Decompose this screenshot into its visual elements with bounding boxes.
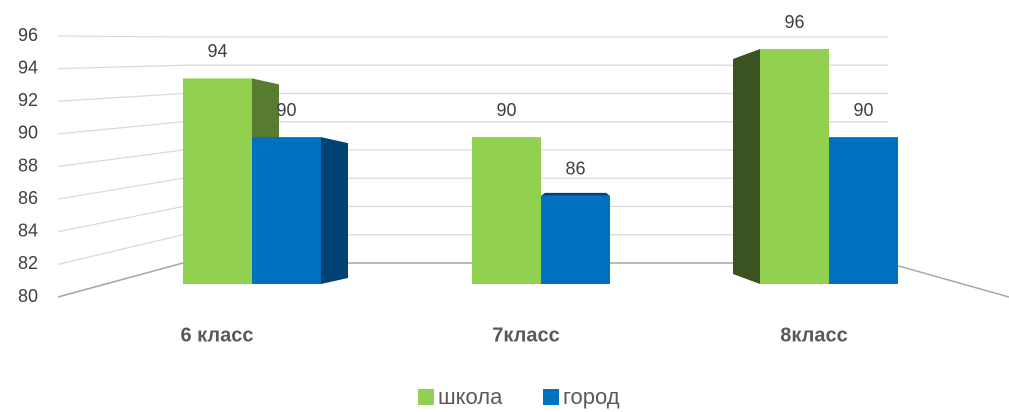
y-tick-label: 88 xyxy=(18,155,38,175)
bar xyxy=(829,137,898,284)
bar-face xyxy=(472,137,541,284)
data-label: 94 xyxy=(207,41,227,61)
y-tick-label: 96 xyxy=(18,25,38,45)
bar-side xyxy=(541,192,610,196)
bar-face xyxy=(829,137,898,284)
bar-side xyxy=(733,49,760,284)
grid-line xyxy=(57,64,888,70)
bar xyxy=(472,137,541,284)
data-label: 90 xyxy=(276,100,296,120)
bar-face xyxy=(183,78,252,284)
y-tick-label: 80 xyxy=(18,286,38,306)
grid-line xyxy=(57,35,888,38)
bar-side xyxy=(321,137,348,284)
bar-face xyxy=(760,49,829,284)
data-label: 90 xyxy=(853,100,873,120)
legend-swatch xyxy=(543,389,559,405)
data-label: 86 xyxy=(565,159,585,179)
bar-face xyxy=(252,137,321,284)
bar-face xyxy=(541,195,610,284)
y-tick-label: 84 xyxy=(18,221,38,241)
data-label: 90 xyxy=(496,100,516,120)
bar xyxy=(541,192,610,284)
x-tick-label: 7класс xyxy=(492,324,559,346)
y-tick-label: 86 xyxy=(18,188,38,208)
bar xyxy=(252,137,348,284)
x-tick-label: 8класс xyxy=(780,324,847,346)
bar xyxy=(733,49,829,284)
x-tick-label: 6 класс xyxy=(180,324,253,346)
y-tick-label: 94 xyxy=(18,57,38,77)
legend-label: город xyxy=(563,384,620,409)
y-tick-label: 92 xyxy=(18,90,38,110)
legend-label: школа xyxy=(438,384,503,409)
y-tick-label: 82 xyxy=(18,253,38,273)
data-label: 96 xyxy=(784,12,804,32)
y-tick-label: 90 xyxy=(18,123,38,143)
legend-swatch xyxy=(418,389,434,405)
